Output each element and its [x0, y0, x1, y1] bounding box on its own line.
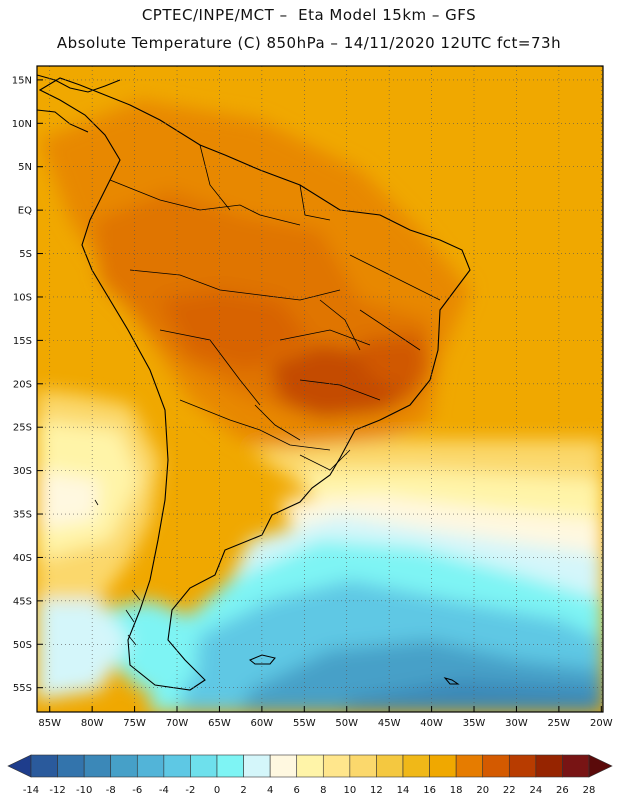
colorbar-label: 10 [343, 785, 356, 796]
lat-label: 25S [13, 423, 32, 434]
colorbar-label: -10 [76, 785, 92, 796]
lon-label: 70W [166, 718, 189, 729]
colorbar-max-cap [588, 754, 613, 778]
colorbar-swatch [322, 754, 351, 778]
lon-label: 25W [548, 718, 571, 729]
colorbar-label: 14 [397, 785, 410, 796]
country-borders [109, 144, 441, 471]
axis-labels: 15N 10N 5N EQ 5S 10S 15S 20S 25S 30S 35S 40S 45S 50S 5… [12, 75, 613, 729]
cool-zone-8 [37, 470, 100, 530]
lon-label: 35W [463, 718, 486, 729]
lat-label: 50S [13, 640, 32, 651]
colorbar-swatch [482, 754, 510, 778]
lon-label: 75W [123, 718, 146, 729]
map-frame [36, 65, 604, 713]
colorbar-label: -12 [49, 785, 65, 796]
colorbar-label: 4 [267, 785, 273, 796]
colorbar-swatch [402, 754, 430, 778]
colorbar-swatch [296, 754, 324, 778]
colorbar-swatch [349, 754, 377, 778]
colorbar-swatch [269, 754, 298, 778]
colorbar-swatch [535, 754, 563, 778]
colorbar-min-cap [7, 754, 32, 778]
lon-label: 30W [505, 718, 528, 729]
colorbar-swatch [376, 754, 404, 778]
colorbar-label: 26 [556, 785, 569, 796]
colorbar-label: 28 [583, 785, 596, 796]
south-georgia-outline [443, 677, 460, 685]
central-america-outline [37, 74, 121, 133]
lon-label: 40W [420, 718, 443, 729]
colorbar-label: 16 [423, 785, 436, 796]
lat-label: 40S [13, 553, 32, 564]
warm-zone-22c [360, 335, 430, 390]
lat-label: 10N [12, 119, 32, 130]
colorbar-label: 20 [476, 785, 489, 796]
colorbar-label: 0 [214, 785, 220, 796]
colorbar: -14 -12 -10 -8 -6 -4 -2 0 2 4 6 8 10 12 14 16 18 20 22 24 26… [7, 754, 613, 796]
lat-label: 10S [13, 292, 32, 303]
chiloe-fragments [94, 499, 141, 646]
lat-label: 15S [13, 336, 32, 347]
lat-label: 35S [13, 510, 32, 521]
tip-zone-4 [100, 600, 200, 690]
colorbar-label: -2 [185, 785, 195, 796]
colorbar-label: 18 [450, 785, 463, 796]
lon-label: 45W [378, 718, 401, 729]
colorbar-swatch [508, 754, 537, 778]
lat-label: 55S [13, 683, 32, 694]
lon-label: 55W [293, 718, 316, 729]
lat-label: 20S [13, 379, 32, 390]
colorbar-swatch [216, 754, 244, 778]
colorbar-label: 24 [529, 785, 542, 796]
lat-label: EQ [18, 206, 32, 217]
lat-label: 30S [13, 466, 32, 477]
colorbar-label: -8 [106, 785, 116, 796]
lon-label: 65W [208, 718, 231, 729]
colorbar-label: 8 [320, 785, 326, 796]
colorbar-swatch [110, 754, 138, 778]
colorbar-label: -14 [23, 785, 39, 796]
lat-label: 5N [18, 162, 32, 173]
colorbar-swatch [136, 754, 165, 778]
colorbar-label: 22 [503, 785, 516, 796]
colorbar-swatch [30, 754, 58, 778]
lon-label: 20W [590, 718, 613, 729]
colorbar-swatch [562, 754, 590, 778]
tip-zone-6 [37, 600, 130, 700]
colorbar-label: -6 [132, 785, 142, 796]
south-zone-neg8 [340, 680, 603, 712]
lat-label: 5S [19, 249, 32, 260]
colorbar-swatch [455, 754, 484, 778]
colorbar-swatch [429, 754, 457, 778]
temperature-field [37, 66, 603, 712]
colorbar-swatch [243, 754, 271, 778]
falklands-outline [249, 654, 276, 665]
lon-label: 50W [335, 718, 358, 729]
colorbar-swatch [57, 754, 85, 778]
map-subtitle: Absolute Temperature (C) 850hPa – 14/11/… [56, 34, 562, 52]
lon-label: 85W [38, 718, 61, 729]
lat-label: 15N [12, 75, 32, 86]
colorbar-label: 12 [370, 785, 383, 796]
colorbar-label: 6 [294, 785, 300, 796]
colorbar-label: -4 [159, 785, 169, 796]
lat-label: 45S [13, 596, 32, 607]
warm-zone-22b [160, 290, 310, 370]
colorbar-label: 2 [240, 785, 246, 796]
colorbar-swatch [83, 754, 112, 778]
colorbar-swatch [163, 754, 191, 778]
lon-label: 80W [81, 718, 104, 729]
lon-label: 60W [251, 718, 274, 729]
map-title: CPTEC/INPE/MCT – Eta Model 15km – GFS [141, 6, 477, 24]
continent-outline [38, 77, 471, 691]
colorbar-swatch [190, 754, 218, 778]
